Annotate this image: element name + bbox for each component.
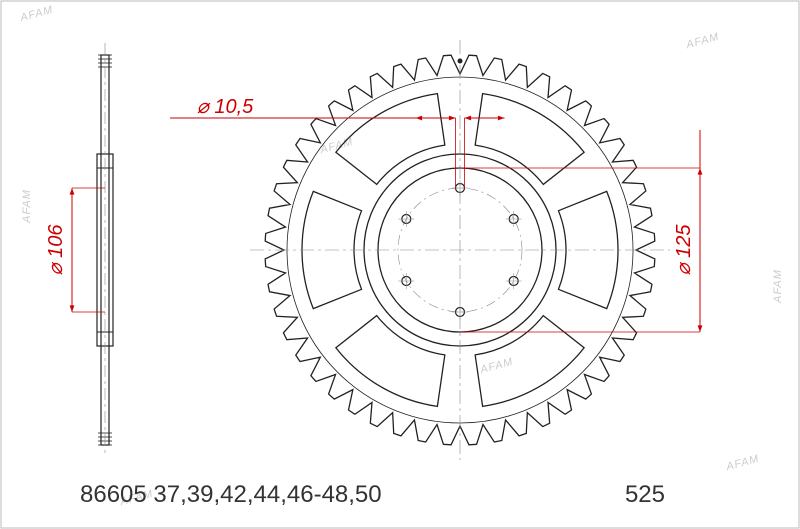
svg-text:⌀ 106: ⌀ 106	[45, 224, 67, 276]
svg-text:⌀ 125: ⌀ 125	[673, 224, 695, 276]
part-number: 86605	[80, 481, 147, 508]
part-number-text: 86605 37,39,42,44,46-48,50	[80, 481, 382, 509]
technical-drawing: ⌀ 10,5 ⌀ 106 ⌀ 125	[0, 0, 800, 529]
svg-text:⌀ 10,5: ⌀ 10,5	[197, 96, 254, 118]
chain-pitch-text: 525	[625, 481, 665, 509]
teeth-options: 37,39,42,44,46-48,50	[153, 481, 381, 508]
